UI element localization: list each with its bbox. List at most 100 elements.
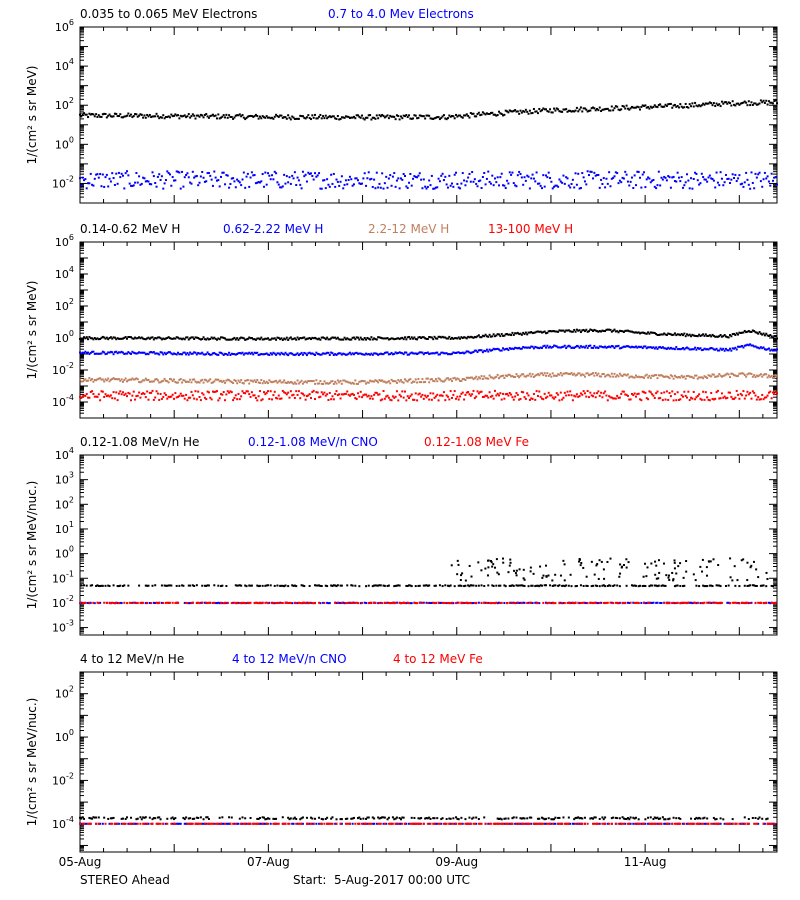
data-point [671, 375, 674, 378]
data-point [371, 585, 374, 588]
data-point [147, 115, 150, 118]
data-point [397, 584, 400, 587]
data-point [734, 396, 737, 399]
data-point [268, 601, 271, 604]
data-point [731, 579, 734, 582]
data-point [485, 348, 488, 351]
data-point [284, 338, 287, 341]
data-point [273, 170, 276, 173]
data-point [305, 381, 308, 384]
data-point [679, 334, 682, 337]
data-point [257, 381, 260, 384]
data-point [730, 395, 733, 398]
data-point [142, 337, 145, 340]
data-point [531, 345, 534, 348]
data-point [596, 584, 599, 587]
data-point [383, 116, 386, 119]
data-point [124, 377, 127, 380]
data-point [327, 116, 330, 119]
data-point [608, 171, 611, 174]
data-point [770, 101, 773, 104]
data-point [245, 602, 248, 605]
data-point [495, 348, 498, 351]
data-point [93, 602, 96, 605]
data-point [291, 381, 294, 384]
data-point [197, 390, 200, 393]
data-point [499, 335, 502, 338]
data-point [600, 391, 603, 394]
data-point [696, 335, 699, 338]
data-point [506, 392, 509, 395]
data-point [746, 601, 749, 604]
data-point [115, 172, 118, 175]
data-point [495, 114, 498, 117]
data-point [233, 116, 236, 119]
data-point [356, 602, 359, 605]
data-point [168, 601, 171, 604]
data-point [318, 382, 321, 385]
data-point [308, 393, 311, 396]
data-point [569, 573, 572, 576]
data-point [762, 346, 765, 349]
data-point [758, 601, 761, 604]
data-point [581, 601, 584, 604]
data-point [603, 577, 606, 580]
data-point [203, 113, 206, 116]
data-point [651, 393, 654, 396]
data-point [698, 347, 701, 350]
data-point [292, 393, 295, 396]
data-point [352, 115, 355, 118]
data-point [111, 115, 114, 118]
data-point [355, 382, 358, 385]
data-point [367, 602, 370, 605]
data-point [104, 393, 107, 396]
data-point [202, 381, 205, 384]
data-point [479, 179, 482, 182]
data-point [680, 332, 683, 335]
data-point [555, 107, 558, 110]
data-point [362, 117, 365, 120]
data-point [320, 187, 323, 190]
data-point [156, 352, 159, 355]
data-point [444, 117, 447, 120]
data-point [578, 346, 581, 349]
data-point [473, 377, 476, 380]
data-point [79, 351, 81, 354]
data-point [495, 334, 498, 337]
data-point [257, 337, 260, 340]
data-point [769, 390, 772, 393]
data-point [650, 562, 653, 565]
data-point [438, 353, 441, 356]
data-point [262, 391, 265, 394]
data-point [673, 602, 676, 605]
data-point [434, 116, 437, 119]
data-point [147, 180, 150, 183]
data-point [626, 345, 629, 348]
data-point [300, 392, 303, 395]
data-point [105, 395, 108, 398]
data-point [154, 396, 157, 399]
data-point [244, 352, 247, 355]
data-point [374, 117, 377, 120]
data-point [379, 352, 382, 355]
data-point [518, 602, 521, 605]
data-point [434, 395, 437, 398]
data-point [256, 337, 259, 340]
data-point [686, 173, 689, 176]
data-point [183, 338, 186, 341]
data-point [359, 390, 362, 393]
data-point [428, 335, 431, 338]
data-point [271, 353, 274, 356]
data-point [602, 177, 605, 180]
data-point [434, 351, 437, 354]
data-point [234, 353, 237, 356]
data-point [737, 102, 740, 105]
data-point [285, 393, 288, 396]
data-point [770, 601, 773, 604]
data-point [663, 332, 666, 335]
data-point [303, 585, 306, 588]
data-point [166, 601, 169, 604]
data-point [225, 338, 228, 341]
data-point [583, 392, 586, 395]
data-point [312, 178, 315, 181]
